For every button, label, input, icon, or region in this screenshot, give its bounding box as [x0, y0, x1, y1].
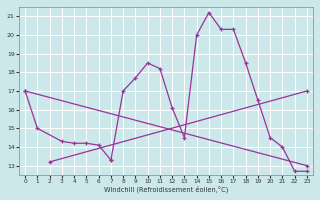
X-axis label: Windchill (Refroidissement éolien,°C): Windchill (Refroidissement éolien,°C) [104, 186, 228, 193]
